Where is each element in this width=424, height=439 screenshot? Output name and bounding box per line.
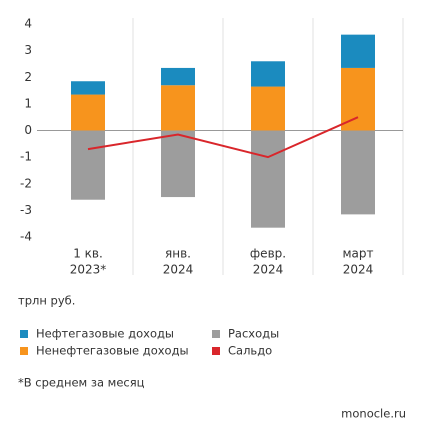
legend-label: Ненефтегазовые доходы xyxy=(36,344,189,358)
y-tick-label: 3 xyxy=(24,43,32,57)
y-tick-label: -4 xyxy=(20,230,32,244)
bar xyxy=(251,86,285,131)
y-tick-label: 1 xyxy=(24,96,32,110)
x-tick-label: 2023* xyxy=(70,263,107,277)
bar xyxy=(251,61,285,87)
bar xyxy=(71,94,105,131)
line xyxy=(87,116,359,159)
x-tick-label: март xyxy=(342,247,373,261)
legend-swatch xyxy=(20,330,28,338)
bar xyxy=(341,67,375,131)
bar xyxy=(341,34,375,68)
bar xyxy=(71,81,105,95)
unit-label: трлн руб. xyxy=(18,294,75,308)
y-tick-label: 4 xyxy=(24,17,32,31)
bar xyxy=(161,85,195,131)
y-tick-label: -2 xyxy=(20,176,32,190)
y-tick-label: -3 xyxy=(20,203,32,217)
bar xyxy=(341,130,375,215)
bar xyxy=(71,130,105,200)
y-tick-label: 2 xyxy=(24,70,32,84)
x-tick-label: 1 кв. xyxy=(73,247,103,261)
legend-label: Расходы xyxy=(228,327,279,341)
x-tick-label: февр. xyxy=(250,247,286,261)
y-tick-label: 0 xyxy=(24,123,32,137)
y-tick-label: -1 xyxy=(20,150,32,164)
x-tick-label: 2024 xyxy=(163,263,194,277)
legend-swatch xyxy=(212,347,220,355)
x-tick-label: 2024 xyxy=(343,263,374,277)
x-tick-label: янв. xyxy=(165,247,191,261)
source: monocle.ru xyxy=(341,407,406,421)
footnote: *В среднем за месяц xyxy=(18,376,145,390)
legend-swatch xyxy=(20,347,28,355)
bar xyxy=(161,130,195,198)
legend-swatch xyxy=(212,330,220,338)
legend-label: Нефтегазовые доходы xyxy=(36,327,174,341)
x-tick-label: 2024 xyxy=(253,263,284,277)
legend-label: Сальдо xyxy=(228,344,272,358)
bar xyxy=(251,130,285,228)
bar xyxy=(161,67,195,86)
